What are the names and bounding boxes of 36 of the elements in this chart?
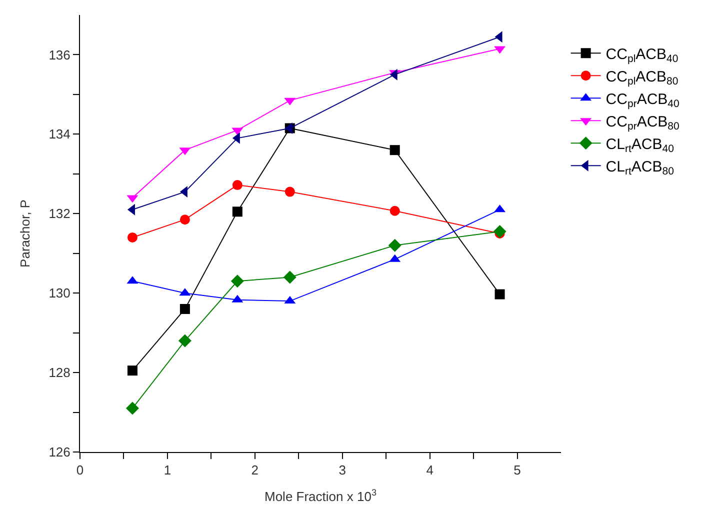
point bbox=[390, 145, 400, 156]
x-axis-title: Mole Fraction x 10$^{3}$ bbox=[264, 488, 376, 504]
point bbox=[230, 274, 244, 288]
point bbox=[178, 334, 192, 348]
y-tick-label: 136 bbox=[48, 47, 70, 62]
x-tick-label: 3 bbox=[338, 462, 346, 478]
point bbox=[126, 402, 139, 415]
x-tick-label: 2 bbox=[251, 462, 259, 478]
point bbox=[180, 304, 190, 314]
point bbox=[232, 180, 242, 190]
legend-label: CL$_{rt}$ACB$_{40}$ bbox=[606, 136, 674, 156]
legend-label: CC$_{pl}$ACB$_{80}$ bbox=[606, 68, 678, 88]
legend-label: CC$_{pr}$ACB$_{40}$ bbox=[606, 90, 680, 110]
point bbox=[494, 289, 505, 300]
point bbox=[388, 238, 402, 252]
x-tick-label: 4 bbox=[426, 462, 434, 478]
point bbox=[390, 206, 400, 216]
point bbox=[180, 214, 190, 225]
y-tick-label: 130 bbox=[48, 286, 70, 301]
point bbox=[283, 270, 296, 284]
x-tick-label: 5 bbox=[514, 462, 521, 478]
x-tick-label: 0 bbox=[76, 462, 84, 478]
y-tick-label: 126 bbox=[48, 444, 70, 460]
y-axis-title: Parachor, P bbox=[18, 200, 33, 268]
y-tick-label: 132 bbox=[48, 206, 70, 222]
legend-label: CC$_{pl}$ACB$_{40}$ bbox=[606, 46, 678, 66]
point bbox=[284, 186, 295, 197]
y-tick-label: 134 bbox=[48, 126, 70, 142]
legend-label: CC$_{pr}$ACB$_{80}$ bbox=[606, 113, 680, 133]
y-tick-label: 128 bbox=[48, 365, 70, 380]
x-tick-label: 1 bbox=[164, 462, 172, 478]
point bbox=[127, 366, 138, 376]
point bbox=[493, 225, 506, 238]
point bbox=[232, 206, 242, 217]
point bbox=[127, 232, 138, 242]
legend-label: CL$_{rt}$ACB$_{80}$ bbox=[606, 158, 674, 178]
